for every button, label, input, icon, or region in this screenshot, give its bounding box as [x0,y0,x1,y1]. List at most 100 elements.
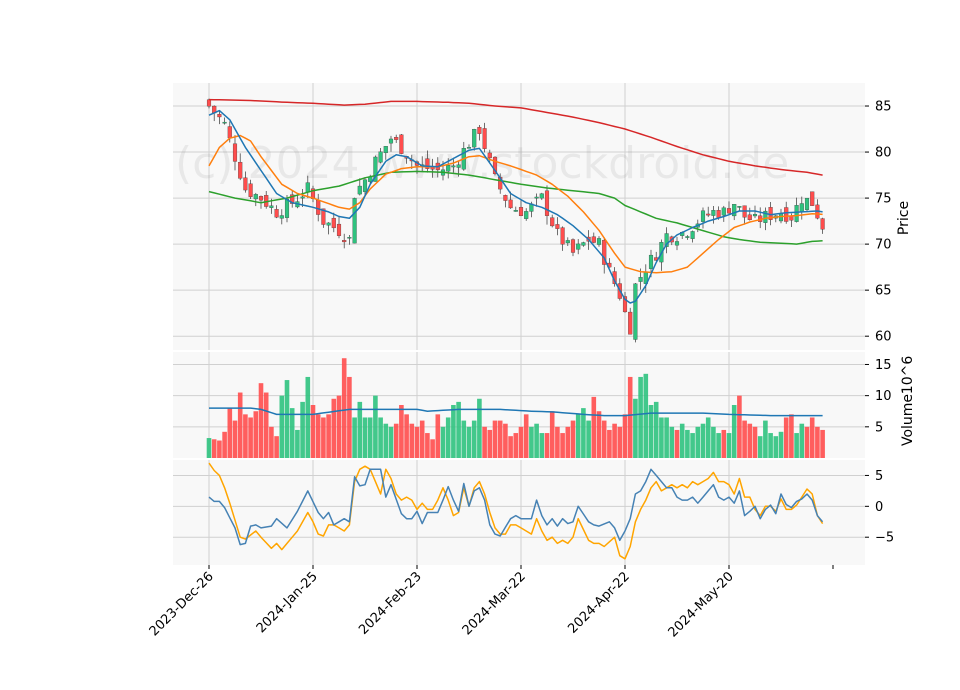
candle-body [503,195,508,201]
candle [232,135,238,171]
candle-body [394,137,399,140]
candle [394,134,399,143]
candle-body [648,254,654,269]
volume-bar [581,408,586,458]
candle-body [747,214,752,221]
volume-bar [404,414,409,458]
volume-bar [627,376,633,458]
volume-bar [383,423,389,458]
volume-bar [575,414,581,458]
volume-bar [747,423,753,458]
volume-bar [440,426,446,458]
volume-bar [227,408,233,458]
candle-body [581,242,586,246]
candle [253,192,258,207]
volume-bar [523,414,529,458]
volume-bar [409,423,415,458]
candle-body [539,193,544,199]
candle [628,307,633,335]
candle-body [555,224,560,229]
candle-body [596,238,602,245]
volume-bar [690,433,695,458]
candle [362,177,368,197]
candle [674,236,680,251]
candle-body [524,211,529,219]
candle [685,235,690,240]
volume-bar [263,392,269,458]
candle-body [518,207,524,217]
candle [534,193,539,207]
volume-bar [815,426,820,458]
candle-body [820,218,825,230]
candle [591,232,596,244]
price-axis-tick-label: 70 [875,238,892,253]
candle-body [482,128,487,149]
volume-bar [451,405,456,458]
candle-body [347,237,352,239]
candle-body [269,205,274,208]
volume-bar [534,423,539,458]
candle-body [336,223,342,236]
candle-body [388,138,394,144]
volume-bar [300,401,305,458]
candle [513,206,518,212]
volume-bar [414,426,420,458]
candle-body [700,210,706,222]
candle [576,239,581,255]
candle [248,179,253,199]
volume-bar [763,420,768,458]
sma-long-line [208,170,823,245]
volume-bar [466,426,472,458]
candle [336,215,342,239]
volume-bar [237,392,243,458]
candle [451,157,456,173]
candle-body [763,210,768,223]
date-tick-label: 2024-Mar-22 [460,569,529,638]
volume-bar [622,414,628,458]
volume-axis-exponent: 10^6 [900,356,916,395]
candle [737,206,742,212]
date-tick-label: 2024-Apr-22 [565,569,632,636]
candle [357,178,362,196]
volume-bar [757,436,763,458]
volume-bar [253,411,259,458]
candle [820,217,825,234]
volume-bar [518,426,524,458]
volume-bar [794,433,799,458]
candle-body [799,203,804,212]
candle [425,150,430,173]
volume-bar [336,395,342,458]
candle-body [534,196,539,199]
volume-bar [570,420,576,458]
candle-body [253,194,258,200]
price-axis-title: Price [896,201,912,235]
candle-body [466,147,472,149]
candle-body [243,177,248,191]
candle [383,146,388,160]
candle [565,237,570,247]
candle [503,194,508,208]
signal-line [208,462,824,560]
candle-body [810,191,815,206]
candle [477,124,482,141]
candle-body [232,143,238,162]
price-axis-tick-label: 80 [875,146,892,161]
volume-bar [555,426,560,458]
volume-bar [789,414,794,458]
volume-bar [768,433,773,458]
volume-bar [560,433,565,458]
volume-bar [482,426,487,458]
volume-bar [809,417,815,458]
sma-short-line [208,109,823,304]
volume-bar [305,376,311,458]
candle-body [284,198,290,218]
volume-bar [695,426,701,458]
candle-body [222,121,227,124]
candle [721,205,726,222]
volume-bar [222,431,227,458]
volume-bar [206,438,212,458]
volume-bar [591,396,597,458]
candle [550,214,555,228]
volume-axis-title: Volume [900,394,916,446]
